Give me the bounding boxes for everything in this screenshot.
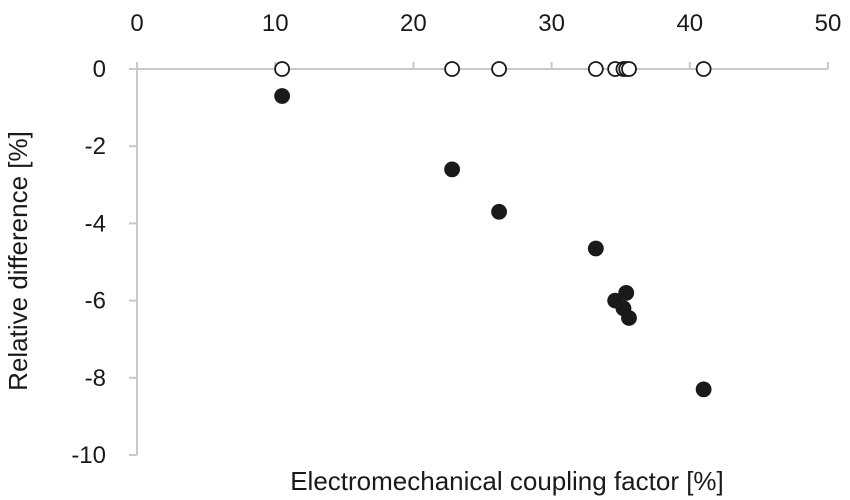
y-tick-label: -2 (85, 133, 106, 160)
open-circle-point (587, 61, 604, 77)
filled-circle-point (621, 310, 637, 326)
x-tick-label: 0 (130, 10, 143, 37)
filled-circle-point (695, 381, 712, 398)
x-tick-label: 50 (815, 10, 842, 37)
y-tick-label: 0 (93, 56, 106, 83)
x-tick-label: 20 (400, 10, 427, 37)
filled-circle-point (618, 284, 635, 301)
open-circle-point (621, 61, 637, 77)
x-tick-label: 10 (262, 10, 289, 37)
x-axis-title: Electromechanical coupling factor [%] (290, 466, 724, 496)
axes (129, 62, 829, 456)
y-tick-label: -8 (85, 365, 106, 392)
y-tick-label: -10 (71, 442, 106, 469)
data-points (274, 61, 712, 398)
y-axis-title: Relative difference [%] (3, 131, 33, 391)
filled-circle-point (491, 203, 507, 220)
y-tick-label: -6 (85, 288, 106, 315)
y-tick-label: -4 (85, 210, 106, 237)
filled-circle-point (444, 161, 460, 178)
filled-circle-point (274, 88, 291, 104)
x-tick-label: 40 (676, 10, 703, 37)
y-tick-labels: 0 -2 -4 -6 -8 -10 (71, 56, 106, 469)
x-tick-label: 30 (538, 10, 565, 37)
open-circle-point (695, 61, 712, 77)
x-tick-labels: 0 10 20 30 40 50 (130, 10, 841, 37)
open-circle-point (444, 61, 460, 77)
filled-circle-point (587, 240, 604, 257)
open-circle-point (274, 61, 291, 77)
open-circle-point (491, 61, 507, 77)
